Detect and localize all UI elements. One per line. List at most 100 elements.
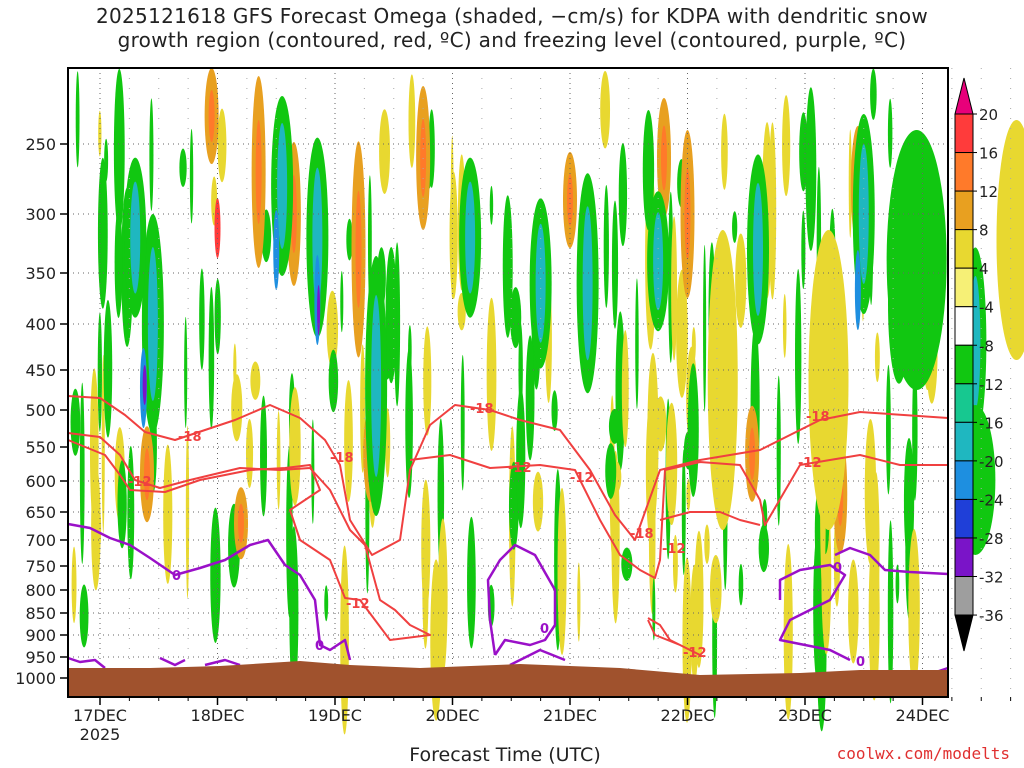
contour-label-purple: 0 <box>315 639 324 654</box>
omega-sink-streak <box>762 498 768 536</box>
omega-rise-streak <box>621 330 629 448</box>
y-tick-label: 800 <box>25 581 56 600</box>
omega-rise-streak <box>848 559 859 664</box>
omega-sink-core <box>753 182 763 316</box>
omega-rise-streak <box>421 479 431 613</box>
omega-sink-streak <box>260 395 267 517</box>
colorbar-label: -8 <box>979 337 994 355</box>
omega-sink-streak <box>340 270 344 333</box>
axes: 2503003504004505005506006507007508008509… <box>15 67 1012 744</box>
omega-sink-streak <box>776 375 781 526</box>
omega-sink-core <box>465 181 476 294</box>
contour-label-purple: 0 <box>172 569 181 584</box>
y-tick-label: 700 <box>25 531 56 550</box>
x-tick-label: 17DEC <box>73 706 127 725</box>
omega-sink-streak <box>813 535 822 681</box>
contour-purple-0g <box>778 563 851 662</box>
colorbar-swatch <box>954 113 974 154</box>
colorbar-swatch <box>954 498 974 539</box>
omega-sink-core <box>317 285 321 335</box>
omega-sink-core <box>886 130 947 390</box>
x-tick-label: 24DEC <box>896 706 950 725</box>
contour-red-12a <box>67 432 431 641</box>
contour-label-purple: 0 <box>540 622 549 637</box>
contour-purple-0a <box>67 522 352 661</box>
omega-sink-streak <box>703 244 707 412</box>
omega-rise-streak <box>289 387 301 506</box>
x-tick-label: 23DEC <box>778 706 832 725</box>
colorbar-label: -28 <box>979 530 1004 548</box>
y-tick-label: 250 <box>25 135 56 154</box>
omega-rise-streak <box>874 332 880 383</box>
omega-sink-streak <box>518 323 523 415</box>
omega-sink-streak <box>642 109 655 231</box>
omega-sink-streak <box>525 335 535 461</box>
omega-sink-streak <box>738 563 744 606</box>
omega-rise-core <box>996 120 1024 360</box>
omega-sink-streak <box>489 185 494 225</box>
contour-label-purple: 0 <box>856 655 865 670</box>
omega-sink-streak <box>114 207 123 318</box>
colorbar-swatch <box>954 267 974 308</box>
omega-rise-core <box>144 448 150 501</box>
omega-rise-streak <box>344 380 353 502</box>
omega-rise-streak <box>557 487 567 655</box>
colorbar-label: -24 <box>979 491 1004 509</box>
y-tick-label: 400 <box>25 315 56 334</box>
omega-sink-streak <box>805 87 817 251</box>
y-tick-label: 600 <box>25 472 56 491</box>
omega-sink-core <box>277 123 288 249</box>
omega-rise-streak <box>704 524 710 564</box>
omega-rise-core <box>808 230 849 530</box>
omega-sink-streak <box>551 390 558 432</box>
omega-sink-streak <box>113 68 125 233</box>
contour-label-red: -12 <box>128 475 152 490</box>
contour-label-red: -12 <box>346 597 370 612</box>
omega-rise-streak <box>217 108 227 183</box>
contour-red-12b <box>409 454 948 579</box>
omega-rise-core <box>749 427 756 480</box>
contour-label-red: -18 <box>330 451 354 466</box>
x-tick-label: 20DEC <box>426 706 480 725</box>
contour-red-12d <box>659 511 761 526</box>
omega-sink-streak <box>508 461 519 550</box>
x-axis-label: Forecast Time (UTC) <box>409 744 601 766</box>
omega-rise-streak <box>233 343 237 390</box>
y-tick-label: 350 <box>25 264 56 283</box>
terrain-ground <box>68 661 948 697</box>
omega-sink-streak <box>189 128 194 224</box>
colorbar-label: -12 <box>979 376 1004 394</box>
y-tick-label: 950 <box>25 648 56 667</box>
omega-sink-core <box>854 250 861 330</box>
colorbar-label: 12 <box>979 183 998 201</box>
omega-rise-streak <box>532 471 544 532</box>
omega-sink-streak <box>516 387 526 529</box>
omega-sink-streak <box>328 349 339 413</box>
omega-sink-streak <box>605 443 617 499</box>
omega-sink-streak <box>887 98 893 168</box>
omega-sink-streak <box>184 316 188 429</box>
omega-sink-streak <box>428 109 435 188</box>
omega-sink-streak <box>346 218 353 261</box>
omega-sink-streak <box>510 287 522 349</box>
omega-sink-core <box>582 206 593 361</box>
omega-sink-streak <box>635 278 639 409</box>
omega-sink-streak <box>886 364 891 495</box>
omega-sink-streak <box>652 577 656 641</box>
omega-sink-streak <box>97 312 102 432</box>
omega-rise-streak <box>600 71 611 149</box>
colorbar-label: -16 <box>979 414 1004 432</box>
omega-rise-streak <box>450 135 454 299</box>
omega-rise-streak <box>276 410 281 510</box>
omega-rise-streak <box>672 534 678 593</box>
omega-sink-core <box>130 181 141 294</box>
colorbar-label: -36 <box>979 607 1004 625</box>
omega-rise-streak <box>379 109 391 195</box>
contour-purple-0c <box>159 656 186 667</box>
colorbar-label: 8 <box>979 222 989 240</box>
omega-sink-streak <box>75 71 80 168</box>
omega-sink-streak <box>210 507 221 643</box>
omega-sink-streak <box>621 547 633 581</box>
omega-rise-streak <box>908 528 920 691</box>
omega-rise-streak <box>768 122 777 300</box>
